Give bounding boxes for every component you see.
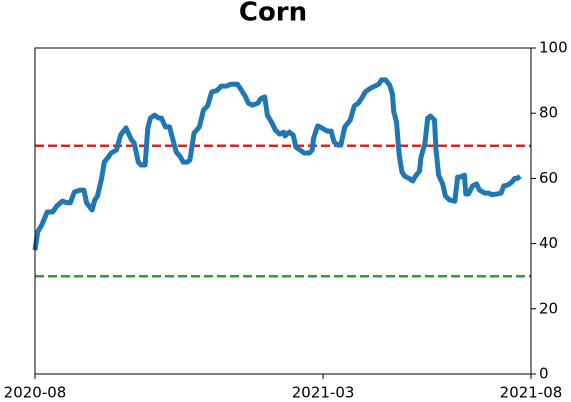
y-tick-label: 0	[539, 365, 549, 383]
y-tick-label: 100	[539, 39, 568, 57]
x-tick-label: 2020-08	[4, 384, 67, 402]
y-tick-label: 60	[539, 169, 558, 187]
chart-title: Corn	[239, 0, 307, 28]
y-tick-label: 80	[539, 104, 558, 122]
x-tick-label: 2021-08	[500, 384, 563, 402]
x-tick-label: 2021-03	[292, 384, 355, 402]
data-line	[32, 77, 522, 251]
y-tick-label: 40	[539, 234, 558, 252]
plot-frame	[34, 47, 532, 375]
y-tick-label: 20	[539, 299, 558, 317]
